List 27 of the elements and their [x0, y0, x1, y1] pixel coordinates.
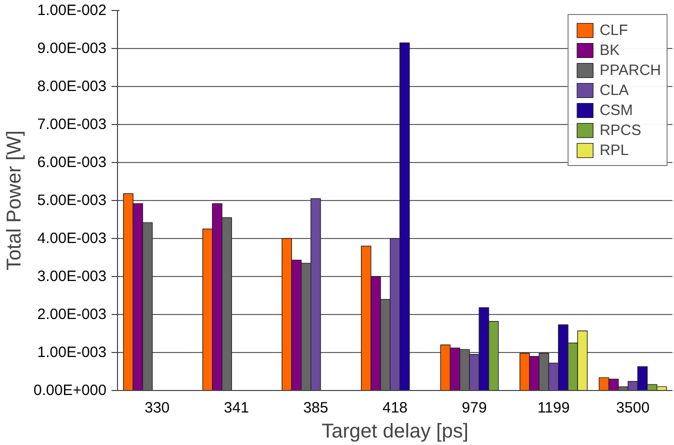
x-axis-title: Target delay [ps]	[322, 420, 468, 442]
x-tick-label: 418	[382, 400, 408, 416]
x-tick-label: 3500	[616, 400, 650, 416]
x-tick-label: 1199	[537, 400, 570, 416]
legend-label: CLF	[600, 22, 628, 38]
y-tick-label: 6.00E-003	[37, 154, 107, 171]
y-tick-label: 3.00E-003	[37, 268, 107, 285]
y-tick-label: 2.00E-003	[37, 306, 107, 323]
y-tick-label: 0.00E+000	[34, 382, 107, 399]
y-tick-label: 7.00E-003	[37, 116, 107, 133]
x-tick-label: 341	[224, 400, 249, 416]
legend-label: RPL	[600, 142, 629, 158]
y-tick-label: 4.00E-003	[37, 230, 107, 247]
y-tick-label: 5.00E-003	[37, 192, 107, 209]
x-tick-label: 979	[462, 400, 487, 416]
y-tick-label: 8.00E-003	[37, 78, 107, 95]
y-tick-label: 1.00E-002	[37, 2, 107, 19]
x-tick-label: 330	[144, 400, 170, 416]
legend-label: RPCS	[600, 122, 642, 138]
y-axis-title: Total Power [W]	[4, 130, 26, 271]
legend-label: CLA	[600, 82, 629, 98]
legend-label: PPARCH	[600, 62, 661, 78]
x-tick-label: 385	[303, 400, 328, 416]
legend-label: BK	[600, 42, 620, 58]
y-tick-label: 1.00E-003	[37, 344, 107, 361]
y-tick-label: 9.00E-003	[37, 40, 107, 57]
legend-label: CSM	[600, 102, 633, 118]
